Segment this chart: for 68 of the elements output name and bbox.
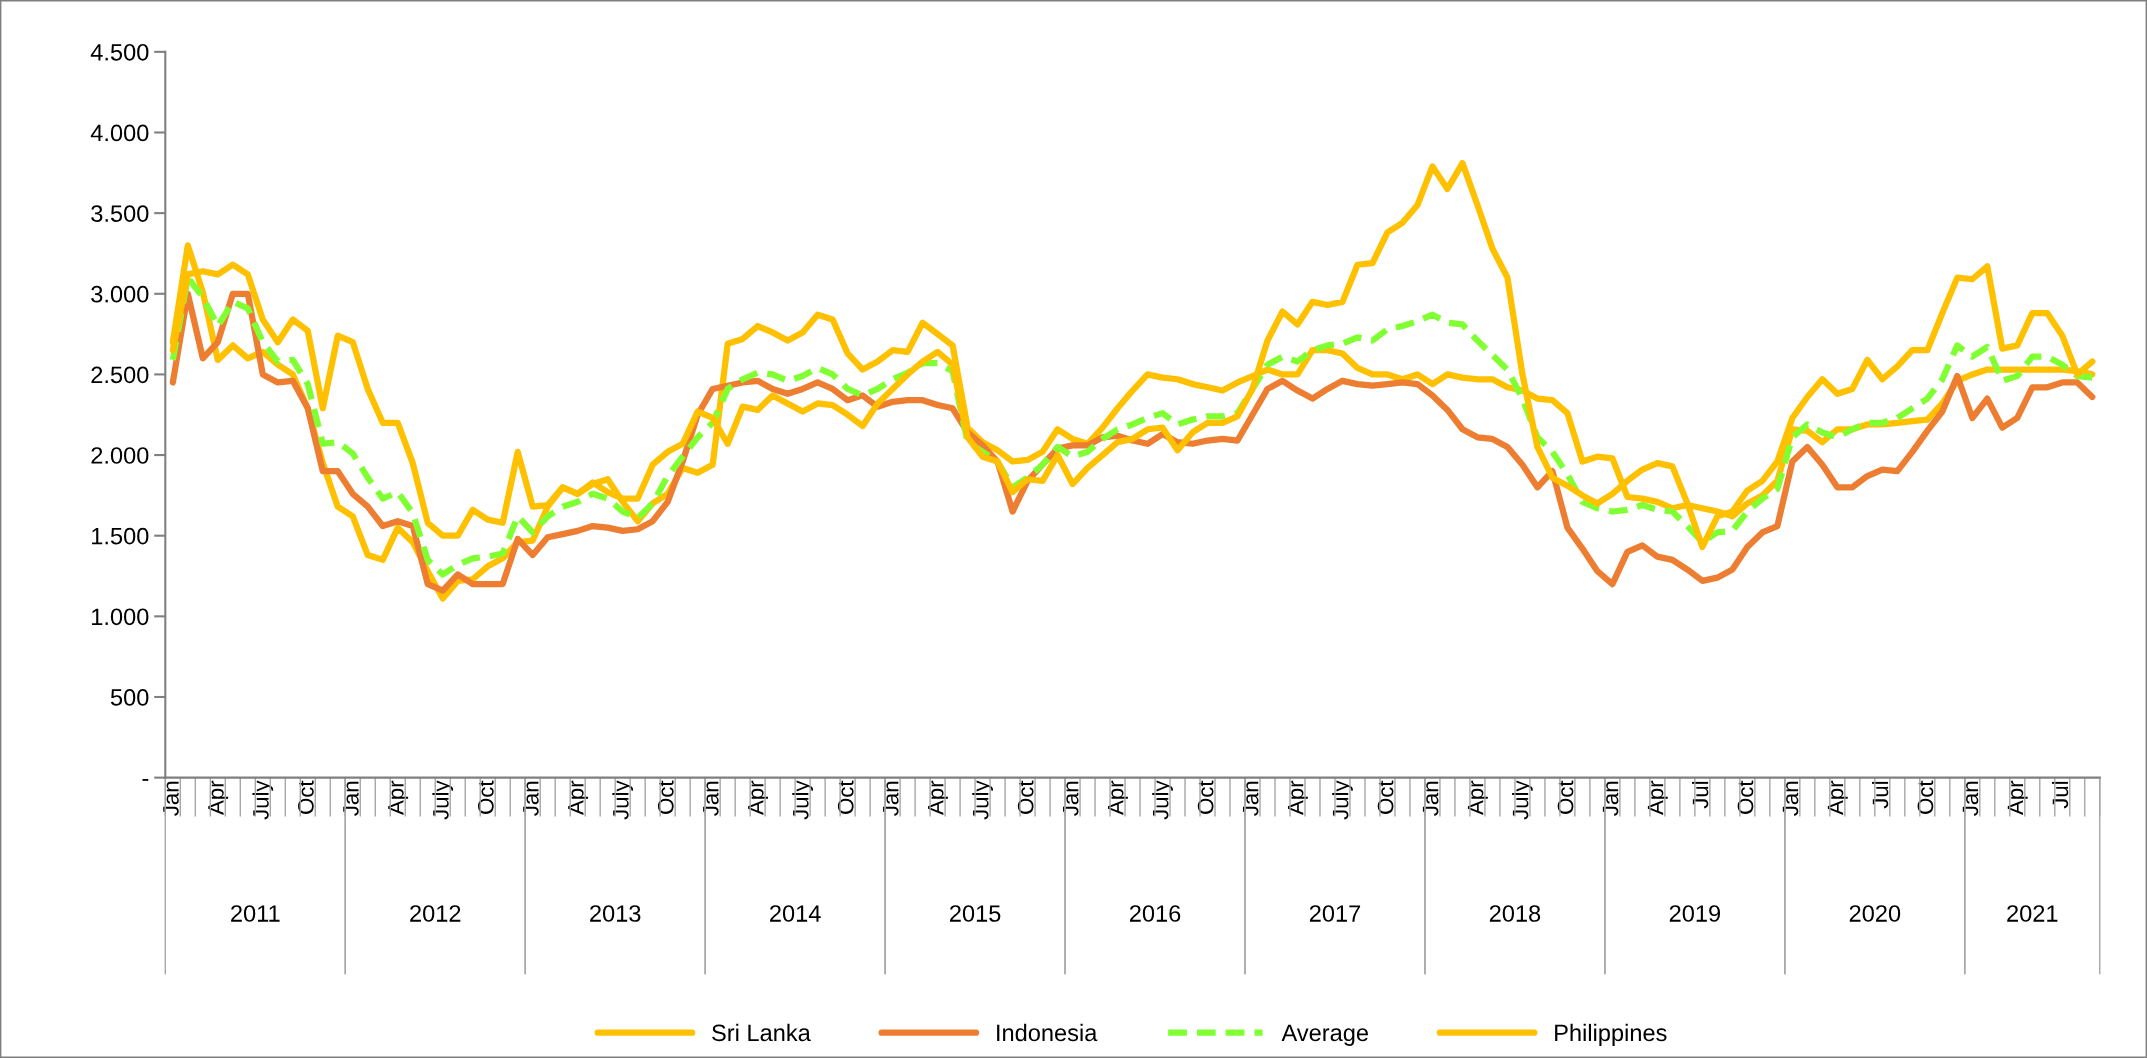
x-tick-label: Jan: [1602, 781, 1619, 816]
y-tick-label: 3.500: [91, 205, 149, 222]
x-tick-label: Oct: [1017, 780, 1034, 814]
y-tick-label: 1.500: [92, 527, 149, 545]
y-tick-label: 3.000: [91, 285, 149, 303]
text: 2011: [231, 905, 280, 922]
x-tick-label: Jul: [1692, 781, 1709, 809]
x-tick-label: Jan: [703, 781, 719, 816]
x-tick-label: Oct: [1917, 780, 1934, 814]
text: 2013: [590, 905, 641, 922]
x-tick-label: July: [252, 780, 274, 820]
legend-label: Sri Lanka: [712, 1023, 811, 1042]
text: 2019: [1669, 905, 1721, 922]
text: 2015: [950, 905, 1001, 922]
x-tick-label: July: [432, 780, 454, 820]
legend-label: Philippines: [1555, 1023, 1667, 1046]
x-tick-label: Jan: [343, 781, 359, 816]
x-tick-label: Oct: [1557, 780, 1574, 814]
legend-label: Indonesia: [997, 1023, 1098, 1042]
x-tick-label: Jan: [1422, 781, 1439, 816]
x-tick-label: Apr: [388, 780, 409, 815]
x-tick-label: Apr: [928, 780, 948, 815]
x-tick-label: July: [1332, 780, 1353, 820]
text: 2021: [2007, 905, 2058, 922]
y-tick-label: 500: [110, 689, 149, 706]
x-tick-label: Oct: [298, 780, 314, 814]
x-tick-label: Oct: [837, 780, 854, 814]
x-tick-label: Jan: [523, 781, 539, 816]
text: 2012: [410, 905, 461, 922]
x-tick-label: July: [612, 780, 634, 820]
x-tick-label: Apr: [208, 780, 229, 815]
x-tick-label: Apr: [1108, 780, 1128, 815]
x-tick-label: Oct: [1197, 780, 1214, 814]
x-tick-label: Jul: [2051, 781, 2069, 809]
x-tick-label: Jan: [163, 781, 179, 816]
text: 2020: [1849, 905, 1901, 922]
x-tick-label: Apr: [1647, 780, 1668, 815]
y-tick-label: 4.500: [90, 43, 149, 61]
x-tick-label: July: [1512, 780, 1533, 820]
y-tick-label: 2.000: [91, 447, 149, 464]
text: 2017: [1309, 905, 1361, 922]
x-tick-label: Jan: [1242, 781, 1259, 816]
legend-label: Average: [1281, 1024, 1368, 1046]
x-tick-label: Apr: [1467, 780, 1488, 815]
x-tick-label: Oct: [657, 780, 674, 814]
x-tick-label: Apr: [748, 780, 769, 815]
x-tick-label: Jan: [1782, 781, 1799, 816]
x-tick-label: July: [792, 780, 813, 820]
text: 2016: [1129, 905, 1181, 922]
text: 2014: [770, 905, 821, 922]
y-tick-label: 1.000: [92, 608, 149, 626]
x-tick-label: Apr: [2007, 780, 2028, 815]
x-tick-label: Oct: [477, 780, 494, 814]
x-tick-label: Jan: [1962, 781, 1979, 816]
x-tick-label: July: [1152, 780, 1173, 820]
text: 2018: [1489, 905, 1541, 922]
x-tick-label: Apr: [1827, 780, 1848, 815]
y-tick-label: 2.500: [91, 366, 149, 384]
x-tick-label: Jul: [1871, 781, 1889, 809]
y-tick-label: 4.000: [90, 124, 149, 142]
x-tick-label: Oct: [1737, 780, 1754, 814]
x-tick-label: Apr: [1287, 780, 1308, 815]
x-tick-label: Oct: [1377, 780, 1394, 814]
x-tick-label: Jan: [883, 781, 899, 816]
y-tick-label: -: [142, 778, 149, 781]
x-tick-label: July: [972, 780, 993, 820]
x-tick-label: Apr: [568, 780, 589, 815]
x-tick-label: Jan: [1063, 781, 1079, 816]
